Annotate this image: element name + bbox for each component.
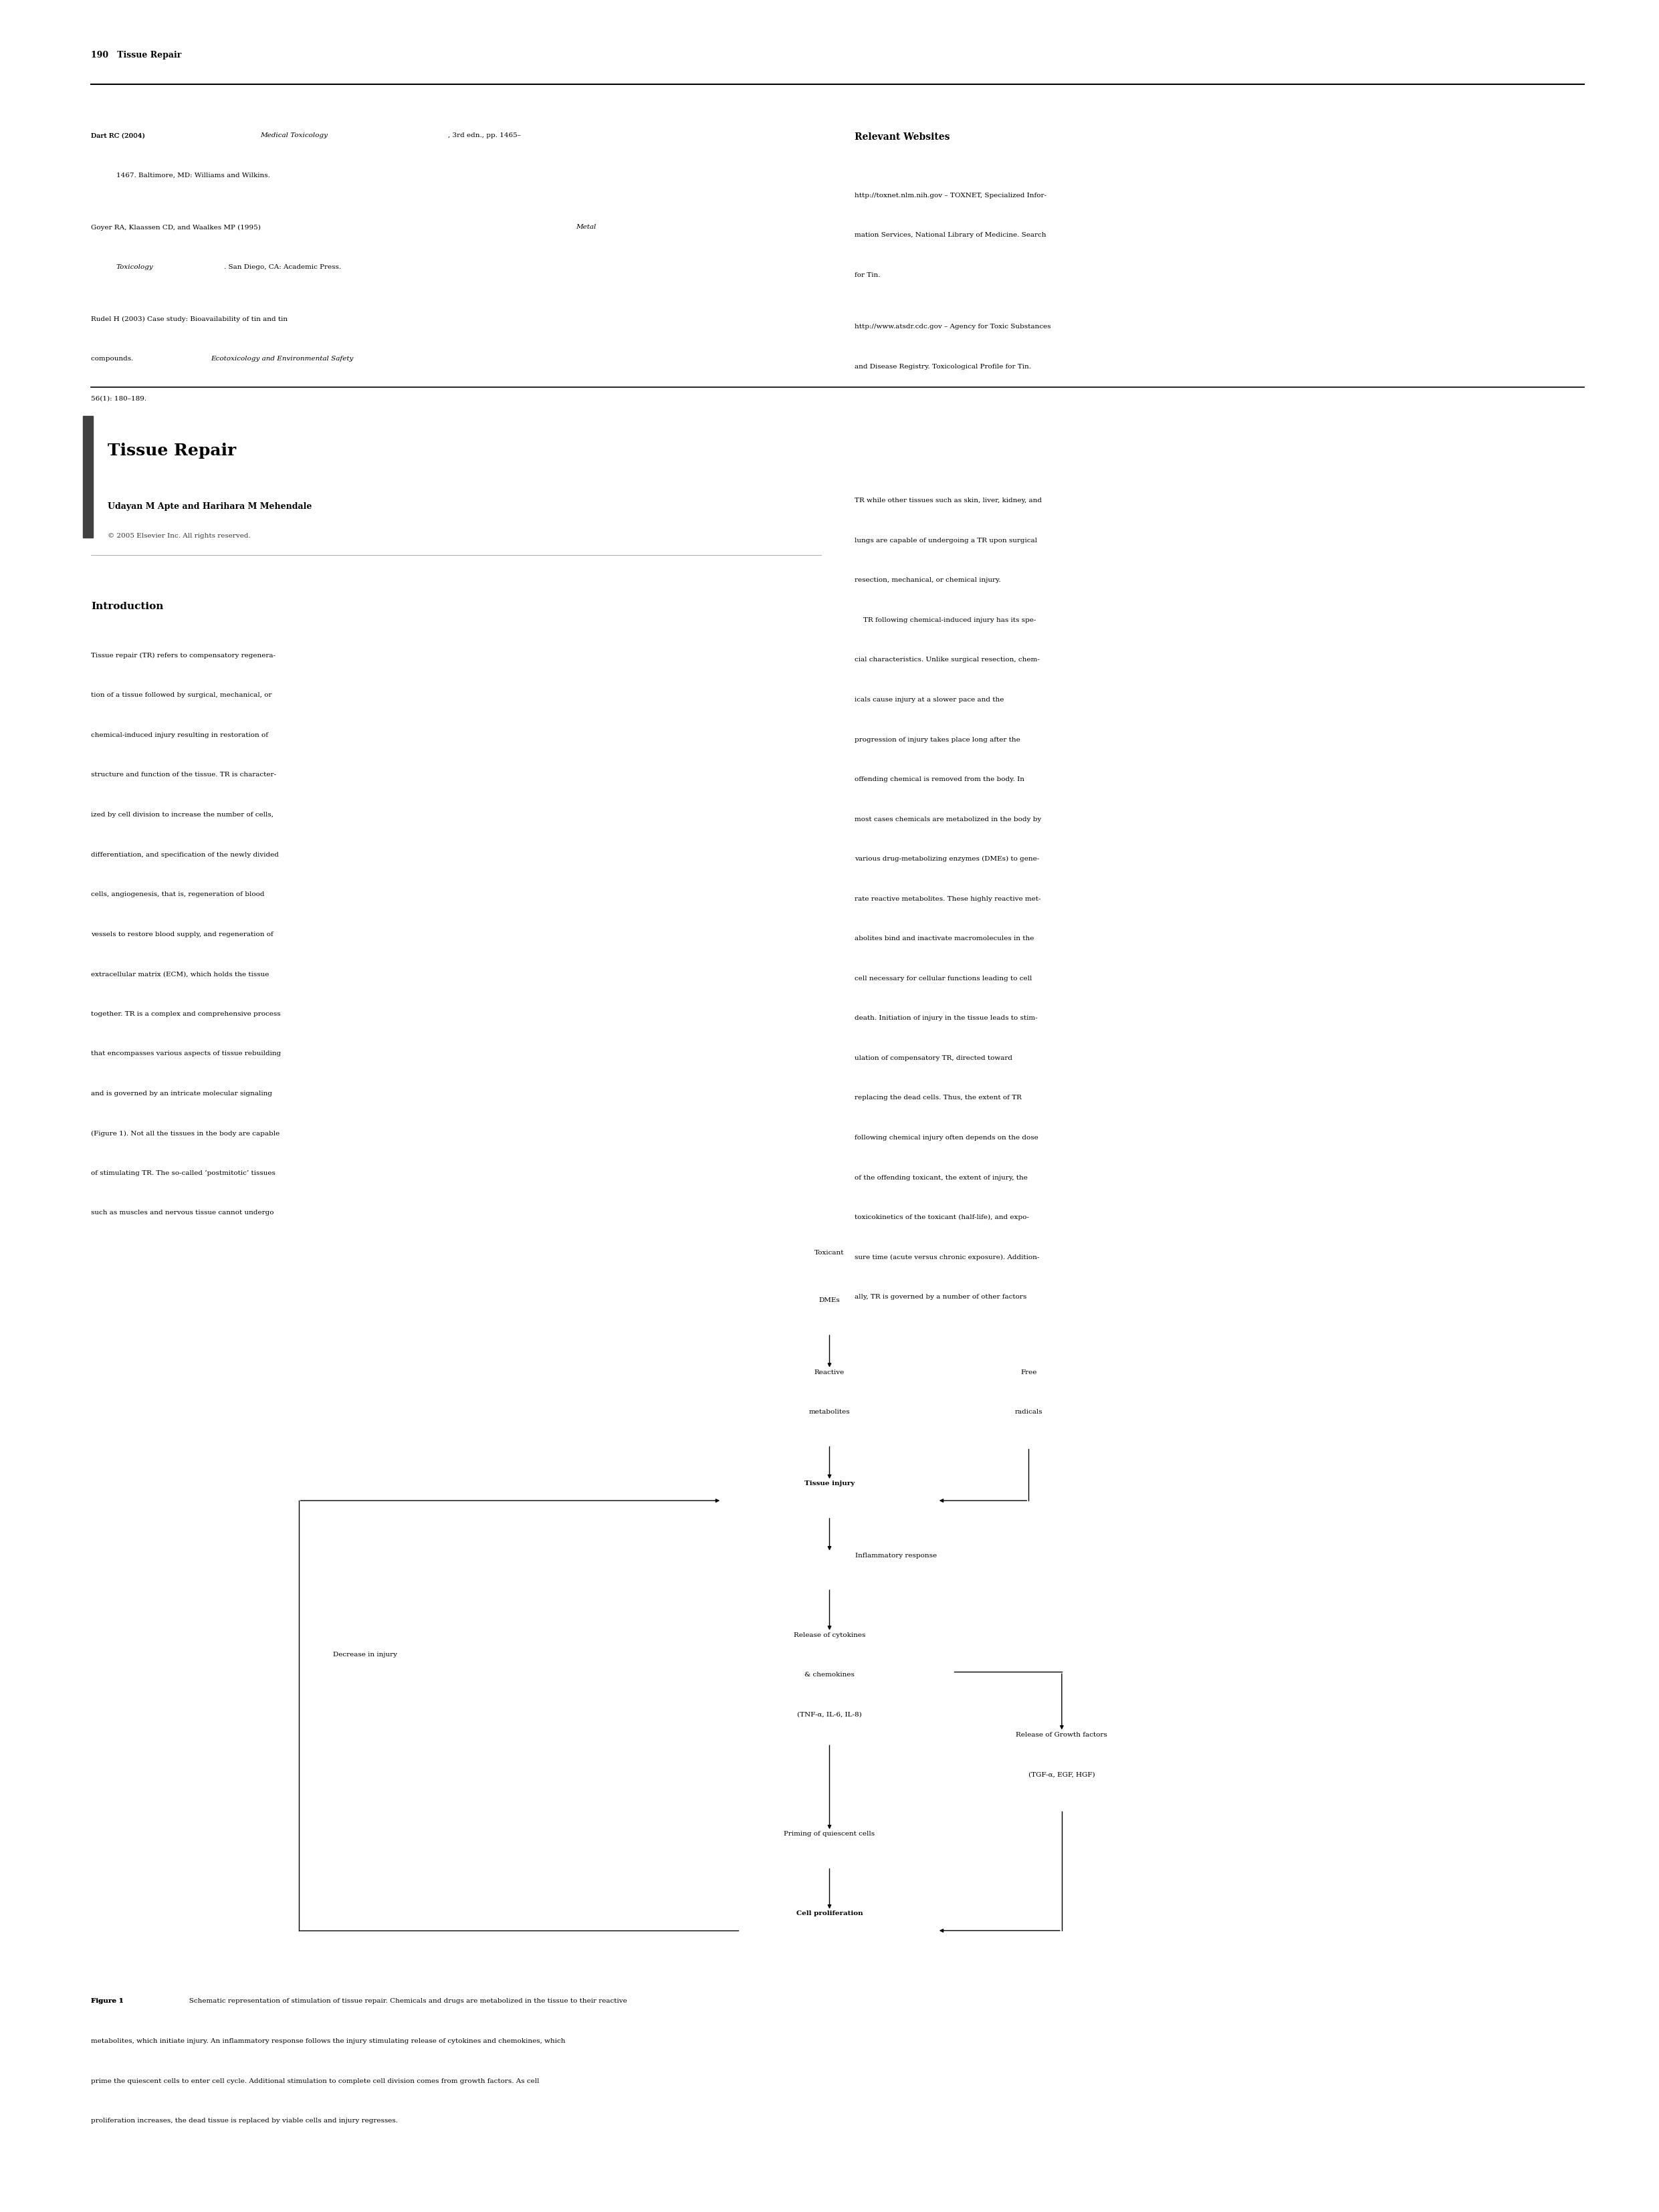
Text: Tissue injury: Tissue injury <box>805 1480 854 1486</box>
Text: lungs are capable of undergoing a TR upon surgical: lungs are capable of undergoing a TR upo… <box>854 538 1037 544</box>
Text: Udayan M Apte and Harihara M Mehendale: Udayan M Apte and Harihara M Mehendale <box>108 502 312 511</box>
Text: that encompasses various aspects of tissue rebuilding: that encompasses various aspects of tiss… <box>91 1051 282 1057</box>
Text: Reactive: Reactive <box>815 1369 844 1376</box>
Text: DMEs: DMEs <box>820 1298 839 1303</box>
Text: proliferation increases, the dead tissue is replaced by viable cells and injury : proliferation increases, the dead tissue… <box>91 2117 398 2124</box>
Text: icals cause injury at a slower pace and the: icals cause injury at a slower pace and … <box>854 697 1004 703</box>
Text: 56(1): 180–189.: 56(1): 180–189. <box>91 396 148 403</box>
Text: offending chemical is removed from the body. In: offending chemical is removed from the b… <box>854 776 1024 783</box>
Text: cial characteristics. Unlike surgical resection, chem-: cial characteristics. Unlike surgical re… <box>854 657 1040 664</box>
Text: . San Diego, CA: Academic Press.: . San Diego, CA: Academic Press. <box>224 263 342 270</box>
Text: replacing the dead cells. Thus, the extent of TR: replacing the dead cells. Thus, the exte… <box>854 1095 1022 1102</box>
Text: progression of injury takes place long after the: progression of injury takes place long a… <box>854 737 1020 743</box>
Text: Release of cytokines: Release of cytokines <box>793 1632 866 1639</box>
Text: http://www.atsdr.cdc.gov – Agency for Toxic Substances: http://www.atsdr.cdc.gov – Agency for To… <box>854 323 1050 330</box>
Text: , 3rd edn., pp. 1465–: , 3rd edn., pp. 1465– <box>448 133 521 139</box>
Text: Goyer RA, Klaassen CD, and Waalkes MP (1995): Goyer RA, Klaassen CD, and Waalkes MP (1… <box>91 223 264 230</box>
Text: and Disease Registry. Toxicological Profile for Tin.: and Disease Registry. Toxicological Prof… <box>854 363 1030 369</box>
Text: TR following chemical-induced injury has its spe-: TR following chemical-induced injury has… <box>854 617 1035 624</box>
Text: Priming of quiescent cells: Priming of quiescent cells <box>785 1832 874 1838</box>
Text: Inflammatory response: Inflammatory response <box>854 1553 937 1559</box>
Text: abolites bind and inactivate macromolecules in the: abolites bind and inactivate macromolecu… <box>854 936 1034 942</box>
Text: cell necessary for cellular functions leading to cell: cell necessary for cellular functions le… <box>854 975 1032 982</box>
Text: Figure 1: Figure 1 <box>91 1997 124 2004</box>
Text: extracellular matrix (ECM), which holds the tissue: extracellular matrix (ECM), which holds … <box>91 971 269 978</box>
Text: chemical-induced injury resulting in restoration of: chemical-induced injury resulting in res… <box>91 732 269 739</box>
Text: death. Initiation of injury in the tissue leads to stim-: death. Initiation of injury in the tissu… <box>854 1015 1037 1022</box>
Text: following chemical injury often depends on the dose: following chemical injury often depends … <box>854 1135 1039 1141</box>
Text: of the offending toxicant, the extent of injury, the: of the offending toxicant, the extent of… <box>854 1175 1027 1181</box>
Text: rate reactive metabolites. These highly reactive met-: rate reactive metabolites. These highly … <box>854 896 1040 902</box>
Text: vessels to restore blood supply, and regeneration of: vessels to restore blood supply, and reg… <box>91 931 274 938</box>
Text: Medical Toxicology: Medical Toxicology <box>260 133 328 139</box>
Text: most cases chemicals are metabolized in the body by: most cases chemicals are metabolized in … <box>854 816 1042 823</box>
Text: Schematic representation of stimulation of tissue repair. Chemicals and drugs ar: Schematic representation of stimulation … <box>182 1997 627 2004</box>
Text: & chemokines: & chemokines <box>805 1672 854 1679</box>
Text: and is governed by an intricate molecular signaling: and is governed by an intricate molecula… <box>91 1091 272 1097</box>
Text: Relevant Websites: Relevant Websites <box>854 133 949 142</box>
Text: resection, mechanical, or chemical injury.: resection, mechanical, or chemical injur… <box>854 577 1000 584</box>
Text: toxicokinetics of the toxicant (half-life), and expo-: toxicokinetics of the toxicant (half-lif… <box>854 1214 1029 1221</box>
Text: Tissue Repair: Tissue Repair <box>108 442 236 458</box>
Text: tion of a tissue followed by surgical, mechanical, or: tion of a tissue followed by surgical, m… <box>91 692 272 699</box>
Text: Release of Growth factors: Release of Growth factors <box>1015 1732 1108 1739</box>
Text: (Figure 1). Not all the tissues in the body are capable: (Figure 1). Not all the tissues in the b… <box>91 1130 280 1137</box>
Text: various drug-metabolizing enzymes (DMEs) to gene-: various drug-metabolizing enzymes (DMEs)… <box>854 856 1039 863</box>
Text: © 2005 Elsevier Inc. All rights reserved.: © 2005 Elsevier Inc. All rights reserved… <box>108 533 251 540</box>
Text: 1467. Baltimore, MD: Williams and Wilkins.: 1467. Baltimore, MD: Williams and Wilkin… <box>116 173 270 179</box>
Text: mation Services, National Library of Medicine. Search: mation Services, National Library of Med… <box>854 232 1045 239</box>
Text: Toxicant: Toxicant <box>815 1250 844 1256</box>
Text: prime the quiescent cells to enter cell cycle. Additional stimulation to complet: prime the quiescent cells to enter cell … <box>91 2077 539 2084</box>
Text: ized by cell division to increase the number of cells,: ized by cell division to increase the nu… <box>91 812 274 818</box>
Text: differentiation, and specification of the newly divided: differentiation, and specification of th… <box>91 852 279 858</box>
Text: Tissue repair (TR) refers to compensatory regenera-: Tissue repair (TR) refers to compensator… <box>91 653 275 659</box>
Text: metabolites, which initiate injury. An inflammatory response follows the injury : metabolites, which initiate injury. An i… <box>91 2037 566 2044</box>
Text: Cell proliferation: Cell proliferation <box>796 1911 863 1918</box>
Text: Figure 1: Figure 1 <box>91 1997 124 2004</box>
Text: together. TR is a complex and comprehensive process: together. TR is a complex and comprehens… <box>91 1011 280 1018</box>
Text: such as muscles and nervous tissue cannot undergo: such as muscles and nervous tissue canno… <box>91 1210 274 1217</box>
Text: compounds.: compounds. <box>91 356 136 363</box>
Text: Metal: Metal <box>576 223 596 230</box>
Text: Dart RC (2004): Dart RC (2004) <box>91 133 148 139</box>
Text: (TNF-α, IL-6, IL-8): (TNF-α, IL-6, IL-8) <box>798 1712 861 1719</box>
Text: http://toxnet.nlm.nih.gov – TOXNET, Specialized Infor-: http://toxnet.nlm.nih.gov – TOXNET, Spec… <box>854 192 1047 199</box>
Text: Ecotoxicology and Environmental Safety: Ecotoxicology and Environmental Safety <box>211 356 353 363</box>
Text: structure and function of the tissue. TR is character-: structure and function of the tissue. TR… <box>91 772 277 779</box>
Text: Introduction: Introduction <box>91 602 164 611</box>
Text: Free: Free <box>1020 1369 1037 1376</box>
Text: of stimulating TR. The so-called ‘postmitotic’ tissues: of stimulating TR. The so-called ‘postmi… <box>91 1170 275 1177</box>
Text: (TGF-α, EGF, HGF): (TGF-α, EGF, HGF) <box>1029 1772 1095 1778</box>
Text: for Tin.: for Tin. <box>854 272 881 279</box>
Text: Dart RC (2004): Dart RC (2004) <box>91 133 148 139</box>
Text: 190   Tissue Repair: 190 Tissue Repair <box>91 51 182 60</box>
Text: ally, TR is governed by a number of other factors: ally, TR is governed by a number of othe… <box>854 1294 1027 1301</box>
Text: cells, angiogenesis, that is, regeneration of blood: cells, angiogenesis, that is, regenerati… <box>91 891 265 898</box>
Text: metabolites: metabolites <box>810 1409 849 1416</box>
Text: radicals: radicals <box>1015 1409 1042 1416</box>
Text: Toxicology: Toxicology <box>116 263 153 270</box>
Text: sure time (acute versus chronic exposure). Addition-: sure time (acute versus chronic exposure… <box>854 1254 1039 1261</box>
Text: Rudel H (2003) Case study: Bioavailability of tin and tin: Rudel H (2003) Case study: Bioavailabili… <box>91 316 289 323</box>
Bar <box>83 416 93 538</box>
Text: ulation of compensatory TR, directed toward: ulation of compensatory TR, directed tow… <box>854 1055 1012 1062</box>
Text: Decrease in injury: Decrease in injury <box>333 1652 397 1659</box>
Text: TR while other tissues such as skin, liver, kidney, and: TR while other tissues such as skin, liv… <box>854 498 1042 504</box>
